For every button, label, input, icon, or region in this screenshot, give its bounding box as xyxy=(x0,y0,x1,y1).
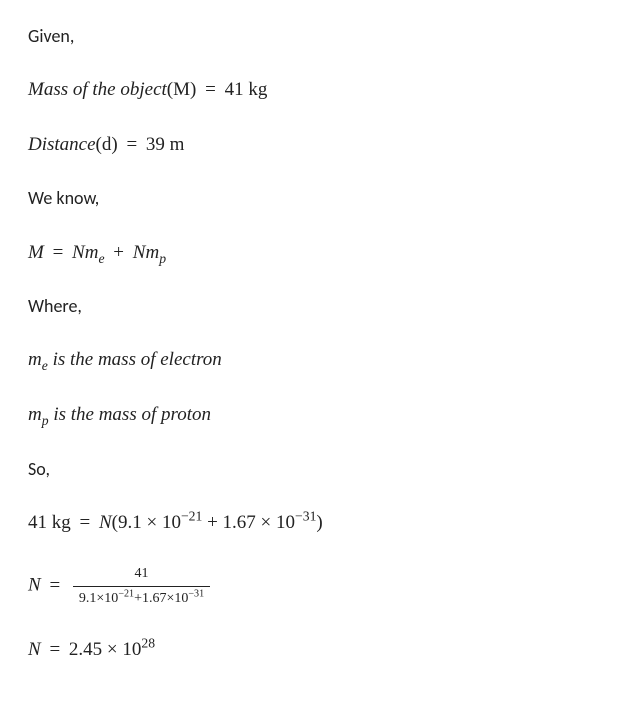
n-fraction-line: N = 41 9.1×10−21+1.67×10−31 xyxy=(28,564,616,608)
distance-line: Distance(d) = 39 m xyxy=(28,132,616,159)
mass-line: Mass of the object(M) = 41 kg xyxy=(28,77,616,104)
distance-value: 39 m xyxy=(146,134,185,155)
mass-symbol: (M) xyxy=(167,79,197,100)
mass-text: Mass of the object xyxy=(28,79,167,100)
denominator: 9.1×10−21+1.67×10−31 xyxy=(73,587,210,609)
var-N: N xyxy=(28,639,41,660)
we-know-label: We know, xyxy=(28,186,616,211)
mass-value: 41 kg xyxy=(225,79,268,100)
mp-definition: mp is the mass of proton xyxy=(28,402,616,429)
equals: = xyxy=(122,134,141,155)
given-label: Given, xyxy=(28,24,616,49)
exp-2: −31 xyxy=(295,508,316,523)
result-exp: 28 xyxy=(141,635,155,650)
substitution-line: 41 kg = N(9.1 × 10−21 + 1.67 × 10−31) xyxy=(28,510,616,537)
sub-p: p xyxy=(42,413,49,428)
sub-p: p xyxy=(159,250,166,265)
numerator: 41 xyxy=(73,564,210,587)
var-N2: N xyxy=(133,242,146,263)
so-label: So, xyxy=(28,457,616,482)
var-mp: m xyxy=(145,242,159,263)
den-b: +1.67×10 xyxy=(134,591,188,606)
paren-close: ) xyxy=(316,512,322,533)
equals: = xyxy=(76,512,95,533)
fraction: 41 9.1×10−21+1.67×10−31 xyxy=(73,564,210,608)
where-label: Where, xyxy=(28,294,616,319)
mp-text: is the mass of proton xyxy=(49,404,211,425)
paren-open: (9.1 × 10 xyxy=(112,512,181,533)
me-text: is the mass of electron xyxy=(48,349,222,370)
var-N1: N xyxy=(72,242,85,263)
var-N: N xyxy=(28,575,41,596)
plus-term: + 1.67 × 10 xyxy=(202,512,295,533)
equals: = xyxy=(45,639,64,660)
distance-text: Distance xyxy=(28,134,96,155)
var-M: M xyxy=(28,242,44,263)
var-mp: m xyxy=(28,404,42,425)
var-N: N xyxy=(99,512,112,533)
me-definition: me is the mass of electron xyxy=(28,347,616,374)
n-result-line: N = 2.45 × 1028 xyxy=(28,637,616,664)
equals: = xyxy=(49,242,68,263)
result-value: 2.45 × 10 xyxy=(69,639,141,660)
den-exp2: −31 xyxy=(188,588,204,599)
den-exp1: −21 xyxy=(118,588,134,599)
den-a: 9.1×10 xyxy=(79,591,118,606)
var-me: m xyxy=(85,242,99,263)
equals: = xyxy=(45,575,64,596)
plus: + xyxy=(109,242,128,263)
distance-symbol: (d) xyxy=(96,134,118,155)
mass-equation: M = Nme + Nmp xyxy=(28,240,616,267)
var-me: m xyxy=(28,349,42,370)
equals: = xyxy=(201,79,220,100)
exp-1: −21 xyxy=(181,508,202,523)
sub-e: e xyxy=(98,250,104,265)
lhs-value: 41 kg xyxy=(28,512,71,533)
